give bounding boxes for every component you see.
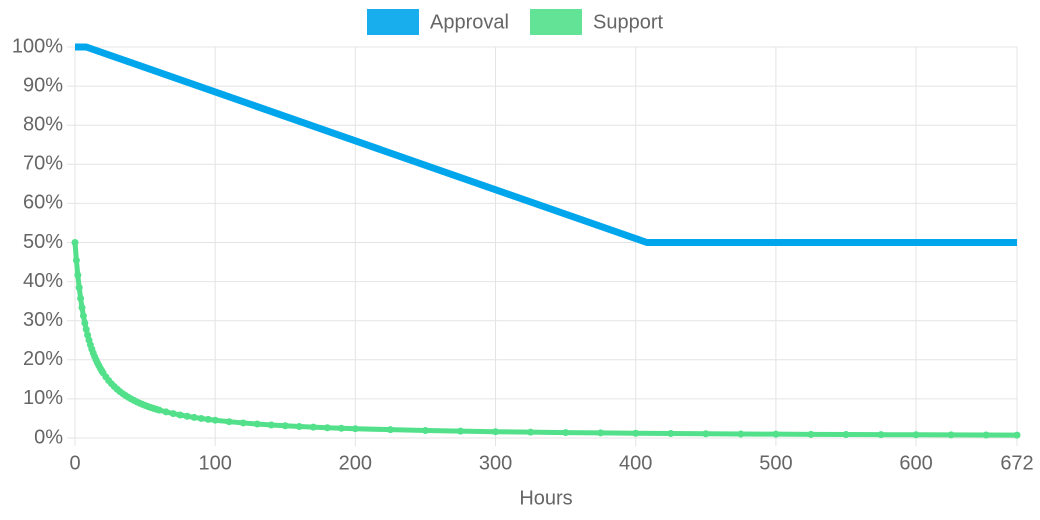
data-point: [183, 412, 191, 420]
data-point: [197, 414, 205, 422]
series-line: [75, 43, 1017, 246]
data-point: [323, 424, 331, 432]
data-point: [912, 431, 920, 439]
data-point: [982, 431, 990, 439]
data-point: [632, 429, 640, 437]
x-tick-label: 200: [339, 452, 372, 474]
data-point: [78, 304, 86, 312]
x-tick-label: 500: [759, 452, 792, 474]
data-point: [947, 431, 955, 439]
legend-label: Approval: [430, 11, 509, 33]
y-tick-label: 70%: [23, 153, 63, 175]
data-point: [81, 319, 89, 327]
data-point: [204, 415, 212, 423]
data-point: [71, 239, 79, 246]
legend-swatch: [530, 9, 582, 35]
x-tick-label: 600: [899, 452, 932, 474]
data-point: [492, 428, 500, 436]
x-tick-label: 100: [198, 452, 231, 474]
data-point: [79, 312, 87, 320]
y-tick-label: 30%: [23, 309, 63, 331]
data-point: [162, 408, 170, 416]
grid: [67, 46, 1018, 446]
y-tick-label: 100%: [12, 35, 63, 57]
data-point: [772, 430, 780, 438]
data-point: [190, 413, 198, 421]
data-point: [737, 430, 745, 438]
data-point: [456, 427, 464, 435]
legend-swatch: [367, 9, 419, 35]
y-tick-label: 10%: [23, 387, 63, 409]
data-point: [211, 416, 219, 424]
data-point: [667, 430, 675, 438]
x-tick-label: 400: [619, 452, 652, 474]
data-point: [309, 423, 317, 431]
data-point: [77, 294, 85, 302]
data-point: [562, 429, 570, 437]
y-tick-label: 80%: [23, 113, 63, 135]
y-tick-label: 40%: [23, 270, 63, 292]
data-point: [527, 428, 535, 436]
y-tick-label: 20%: [23, 348, 63, 370]
legend-label: Support: [593, 11, 663, 33]
data-point: [351, 425, 359, 433]
y-tick-label: 60%: [23, 192, 63, 214]
y-tick-label: 50%: [23, 231, 63, 253]
x-tick-label: 300: [479, 452, 512, 474]
data-point: [295, 423, 303, 431]
data-point: [169, 410, 177, 418]
data-point: [72, 256, 80, 264]
data-point: [239, 419, 247, 427]
data-point: [74, 271, 82, 279]
series-line: [72, 242, 1018, 438]
y-tick-label: 0%: [34, 426, 63, 448]
data-point: [155, 406, 163, 414]
x-tick-label: 0: [69, 452, 80, 474]
x-tick-label: 672: [1000, 452, 1033, 474]
data-point: [877, 431, 885, 439]
data-point: [421, 426, 429, 434]
data-point: [337, 424, 345, 432]
x-axis-title: Hours: [519, 487, 572, 509]
data-point: [267, 421, 275, 429]
data-point: [253, 420, 261, 428]
data-point: [842, 431, 850, 439]
y-tick-label: 90%: [23, 74, 63, 96]
data-point: [1013, 431, 1021, 439]
data-point: [75, 284, 83, 292]
data-point: [597, 429, 605, 437]
data-point: [82, 325, 90, 333]
data-point: [702, 430, 710, 438]
data-point: [176, 411, 184, 419]
data-point: [225, 418, 233, 426]
data-point: [281, 422, 289, 430]
data-point: [386, 426, 394, 434]
data-point: [807, 430, 815, 438]
